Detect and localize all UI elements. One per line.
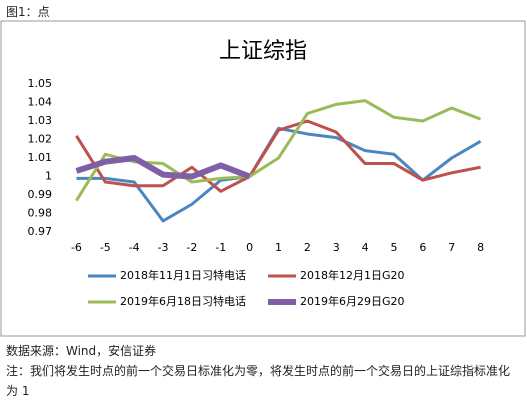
- chart-title: 上证综指: [219, 39, 307, 64]
- x-tick-label: -1: [215, 241, 226, 254]
- x-tick-label: -2: [186, 241, 197, 254]
- series-line: [75, 119, 481, 193]
- series-line: [76, 126, 482, 223]
- legend-label: 2019年6月18日习特电话: [120, 294, 246, 308]
- x-tick-label: 4: [362, 241, 369, 254]
- chart: 上证综指 0.97 0.98 0.99 1 1.01 1.02 1.03 1.04 1.05 -6…: [0, 20, 526, 337]
- legend-label: 2018年12月1日G20: [300, 268, 405, 282]
- x-tick-label: -4: [129, 241, 140, 254]
- legend-label: 2018年11月1日习特电话: [120, 268, 246, 282]
- x-tick-label: 7: [448, 241, 455, 254]
- y-tick-label: 1.04: [28, 96, 53, 109]
- x-tick-label: 6: [419, 241, 426, 254]
- y-tick-label: 0.98: [28, 207, 53, 220]
- y-tick-label: 0.97: [28, 225, 53, 238]
- x-tick-label: -5: [100, 241, 111, 254]
- y-tick-label: 1.03: [28, 114, 53, 127]
- x-tick-label: 3: [333, 241, 340, 254]
- legend-label: 2019年6月29日G20: [300, 294, 405, 308]
- y-tick-label: 1: [45, 170, 52, 183]
- source: 数据来源：Wind，安信证券: [6, 344, 157, 358]
- y-tick-label: 1.02: [28, 133, 53, 146]
- x-tick-label: 8: [477, 241, 484, 254]
- x-tick-label: 2: [304, 241, 311, 254]
- y-tick-label: 1.01: [28, 151, 53, 164]
- series-line: [75, 155, 251, 180]
- chart-frame: [0, 20, 526, 337]
- x-tick-label: 5: [390, 241, 397, 254]
- y-tick-label: 1.05: [28, 77, 53, 90]
- x-tick-label: 1: [275, 241, 282, 254]
- x-tick-label: 0: [246, 241, 253, 254]
- figure-label: 图1：点: [6, 5, 50, 19]
- x-tick-label: -3: [158, 241, 169, 254]
- x-tick-label: -6: [71, 241, 82, 254]
- y-tick-label: 0.99: [28, 188, 53, 201]
- note: 注：我们将发生时点的前一个交易日标准化为零，将发生时点的前一个交易日的上证综指标…: [6, 364, 511, 398]
